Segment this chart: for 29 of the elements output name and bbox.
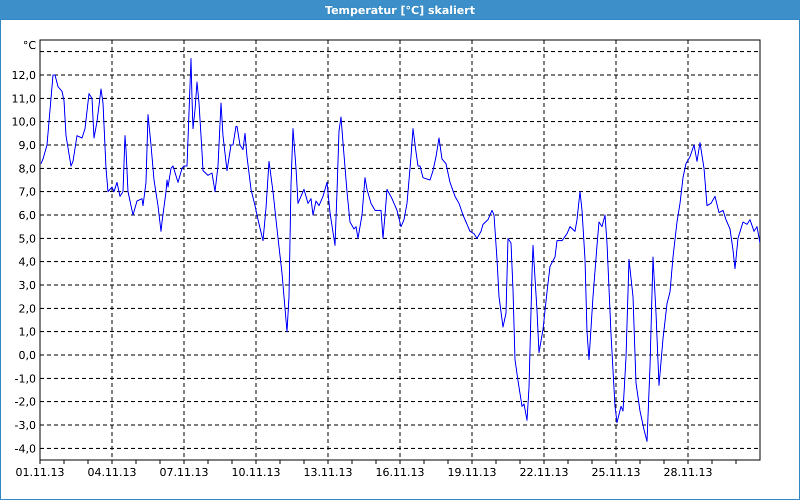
y-tick-label: 12,0 (12, 69, 36, 82)
x-tick-label: 07.11.13 (160, 466, 208, 479)
y-tick-label: 4,0 (18, 256, 36, 269)
x-tick-label: 28.11.13 (664, 466, 712, 479)
chart-title: Temperatur [°C] skaliert (325, 4, 475, 17)
x-tick-label: 25.11.13 (592, 466, 640, 479)
x-tick-label: 16.11.13 (376, 466, 424, 479)
y-axis-title: °C (22, 39, 36, 52)
y-tick-label: 11,0 (12, 92, 36, 106)
x-tick-label: 19.11.13 (448, 466, 496, 479)
y-tick-label: 7,0 (18, 186, 36, 199)
y-tick-label: -2,0 (14, 396, 36, 409)
x-tick-label: 13.11.13 (304, 466, 352, 479)
y-tick-label: 0,0 (18, 349, 36, 362)
y-tick-label: -1,0 (14, 372, 36, 386)
y-tick-label: 2,0 (18, 302, 36, 316)
y-tick-label: 3,0 (18, 279, 36, 292)
y-tick-label: 5,0 (18, 232, 36, 246)
y-tick-label: 8,0 (18, 162, 36, 176)
y-tick-label: 9,0 (18, 139, 36, 152)
x-tick-label: 10.11.13 (232, 466, 280, 479)
y-tick-label: 1,0 (18, 326, 36, 339)
y-tick-label: -3,0 (14, 419, 36, 432)
y-tick-label: -4,0 (14, 442, 36, 456)
y-tick-label: 6,0 (18, 209, 36, 222)
x-tick-label: 22.11.13 (520, 466, 568, 479)
x-tick-label: 01.11.13 (16, 466, 64, 479)
x-tick-label: 04.11.13 (88, 466, 136, 479)
y-tick-label: 10,0 (12, 116, 36, 129)
